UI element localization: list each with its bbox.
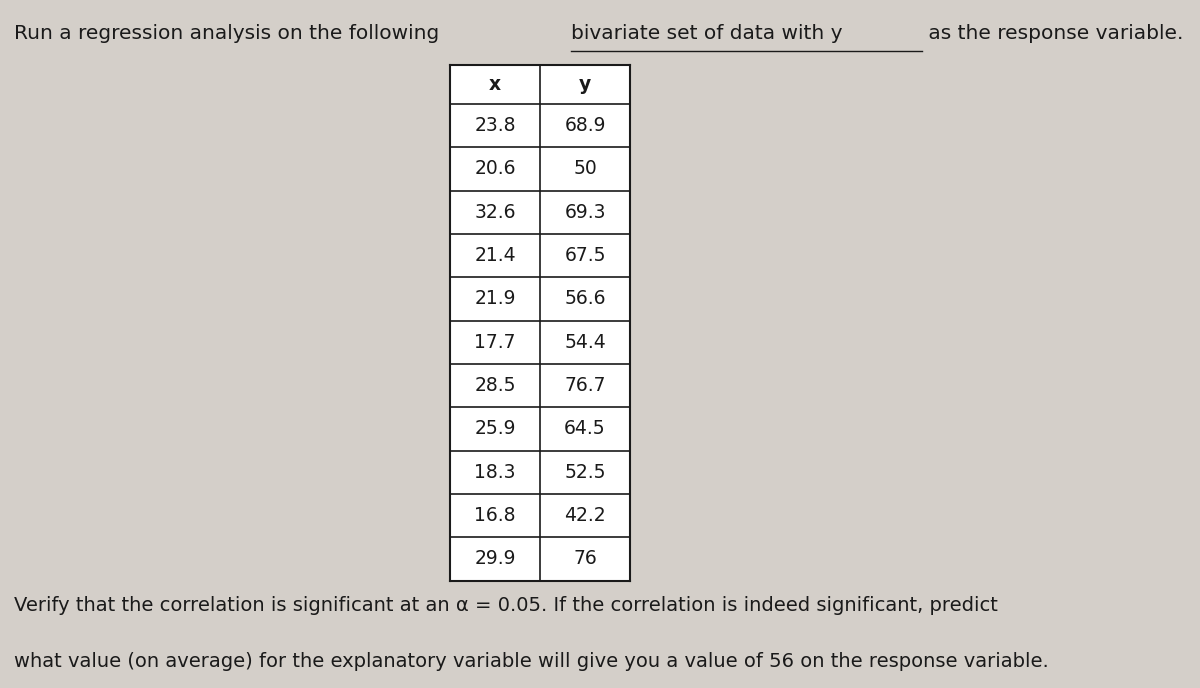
Text: 64.5: 64.5 (564, 420, 606, 438)
Text: 69.3: 69.3 (564, 203, 606, 222)
Text: 32.6: 32.6 (474, 203, 516, 222)
Text: 54.4: 54.4 (564, 333, 606, 352)
Text: 20.6: 20.6 (474, 160, 516, 178)
Text: as the response variable.: as the response variable. (922, 24, 1183, 43)
Text: 50: 50 (574, 160, 596, 178)
Text: 67.5: 67.5 (564, 246, 606, 265)
Text: y: y (578, 75, 592, 94)
Text: 68.9: 68.9 (564, 116, 606, 135)
Text: Verify that the correlation is significant at an α = 0.05. If the correlation is: Verify that the correlation is significa… (14, 596, 998, 615)
Text: 25.9: 25.9 (474, 420, 516, 438)
Text: 16.8: 16.8 (474, 506, 516, 525)
Text: x: x (488, 75, 502, 94)
Text: 29.9: 29.9 (474, 550, 516, 568)
Text: what value (on average) for the explanatory variable will give you a value of 56: what value (on average) for the explanat… (14, 652, 1049, 671)
Text: 18.3: 18.3 (474, 463, 516, 482)
Text: 76.7: 76.7 (564, 376, 606, 395)
Text: 23.8: 23.8 (474, 116, 516, 135)
Text: 56.6: 56.6 (564, 290, 606, 308)
Text: 28.5: 28.5 (474, 376, 516, 395)
Text: 17.7: 17.7 (474, 333, 516, 352)
Text: 42.2: 42.2 (564, 506, 606, 525)
Text: Run a regression analysis on the following: Run a regression analysis on the followi… (14, 24, 446, 43)
Text: 21.4: 21.4 (474, 246, 516, 265)
Text: bivariate set of data with y: bivariate set of data with y (571, 24, 842, 43)
Text: 76: 76 (574, 550, 596, 568)
Bar (450, 65, 630, 581)
Text: 52.5: 52.5 (564, 463, 606, 482)
Text: 21.9: 21.9 (474, 290, 516, 308)
